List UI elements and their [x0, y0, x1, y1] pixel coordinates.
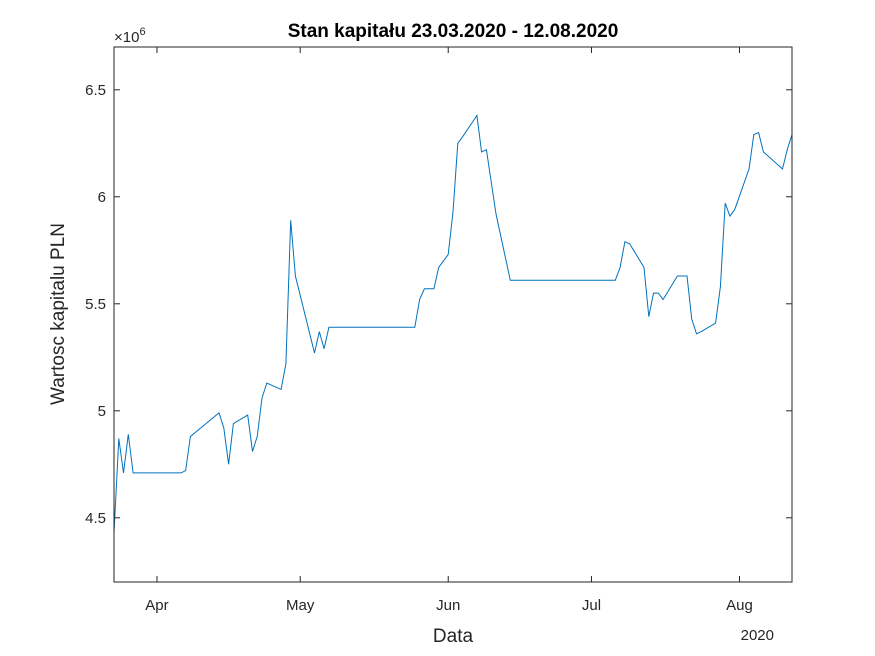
chart-title: Stan kapitału 23.03.2020 - 12.08.2020	[288, 21, 619, 42]
x-tick-label: Jul	[582, 597, 601, 614]
y-tick-label: 4.5	[85, 510, 106, 527]
y-tick-label: 5	[98, 403, 106, 420]
y-exponent-prefix: ×10	[114, 29, 139, 46]
y-tick-label: 5.5	[85, 296, 106, 313]
y-axis: 4.5 5 5.5 6 6.5	[85, 82, 792, 527]
y-tick-label: 6	[98, 189, 106, 206]
x-axis: Apr May Jun Jul Aug	[145, 47, 753, 614]
y-exponent-label: ×106	[114, 26, 146, 46]
axes-box	[113, 46, 793, 583]
x-axis-label: Data	[433, 626, 474, 647]
plot-area	[114, 47, 792, 582]
y-tick-label: 6.5	[85, 82, 106, 99]
x-year-label: 2020	[741, 627, 774, 644]
x-tick-label: Aug	[726, 597, 753, 614]
x-tick-label: Jun	[436, 597, 460, 614]
x-tick-label: May	[286, 597, 315, 614]
x-tick-label: Apr	[145, 597, 168, 614]
y-exponent-power: 6	[139, 26, 145, 38]
series-line	[113, 114, 793, 533]
y-axis-label: Wartosc kapitalu PLN	[48, 223, 69, 405]
